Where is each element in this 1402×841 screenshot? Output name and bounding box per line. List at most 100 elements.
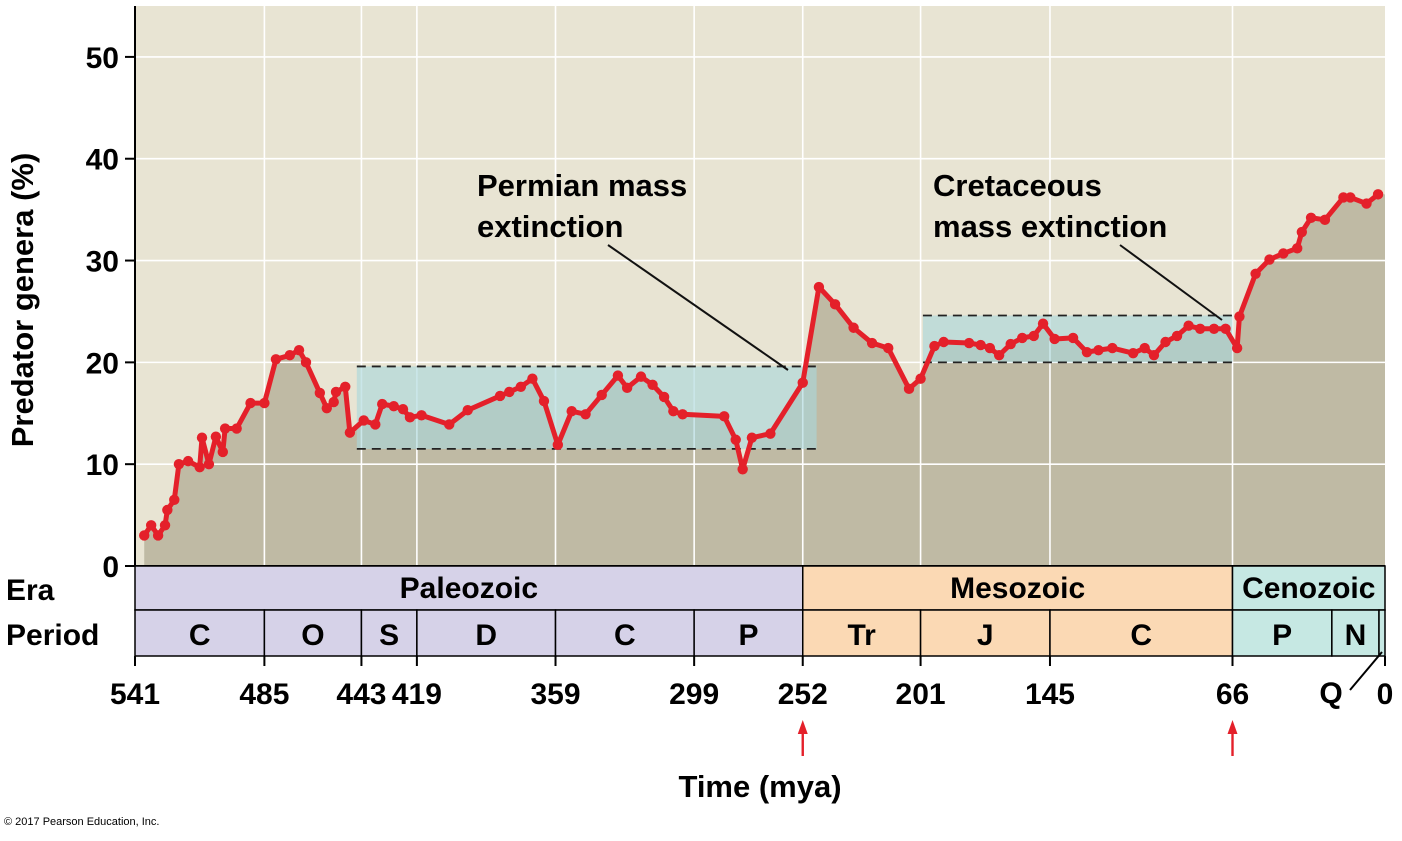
data-point-82 (1148, 350, 1160, 361)
data-point-81 (1139, 342, 1150, 354)
y-tick-label-2: 20 (86, 347, 119, 380)
period-box-3 (416, 609, 557, 657)
data-point-100 (1361, 198, 1372, 209)
data-point-88 (1220, 323, 1231, 334)
timescale-layer: Paleozoic Mesozoic Cenozoic C O S D C P Tr J C P N 541… (110, 565, 1393, 756)
era-label-1: Mesozoic (950, 572, 1085, 605)
data-point-4 (162, 504, 173, 516)
data-point-87 (1208, 323, 1220, 334)
data-point-28 (370, 419, 381, 430)
data-point-10 (203, 458, 215, 470)
y-tick-label-4: 40 (86, 144, 119, 177)
data-point-24 (330, 386, 342, 398)
data-point-11 (210, 431, 222, 442)
annotation-1-line-1: Cretaceous (933, 168, 1102, 203)
data-point-20 (300, 357, 312, 368)
data-point-0 (139, 530, 150, 541)
data-point-77 (1081, 346, 1093, 358)
data-point-34 (444, 419, 455, 430)
data-point-63 (903, 383, 915, 395)
data-point-12 (217, 446, 229, 458)
period-box-9 (1231, 609, 1333, 657)
period-label-0: C (189, 619, 211, 652)
era-label-2: Cenozoic (1242, 572, 1375, 605)
data-point-6 (173, 458, 185, 470)
data-point-38 (515, 381, 527, 392)
data-point-62 (883, 342, 894, 354)
data-point-76 (1067, 332, 1079, 344)
annotation-0-line-2: extinction (477, 209, 623, 244)
period-label-6: Tr (847, 619, 876, 652)
data-point-22 (321, 402, 332, 414)
y-axis-title: Predator genera (%) (5, 153, 40, 448)
x-tick-label-3: 419 (392, 678, 442, 711)
x-tick-label-2: 443 (336, 678, 386, 711)
x-tick-label-5: 299 (669, 678, 719, 711)
area-fill (144, 194, 1385, 566)
data-point-101 (1372, 189, 1384, 200)
data-point-1 (145, 520, 157, 531)
data-point-33 (416, 410, 427, 421)
data-point-43 (580, 409, 591, 420)
data-point-27 (358, 415, 369, 426)
period-label-10: N (1345, 619, 1367, 652)
data-point-69 (984, 342, 996, 354)
quaternary-leader (1349, 651, 1383, 691)
data-point-85 (1183, 320, 1194, 331)
data-point-74 (1037, 318, 1049, 329)
period-label-7: J (977, 619, 994, 652)
data-point-86 (1194, 323, 1206, 334)
extinction-arrow-head-1 (1227, 720, 1238, 734)
annotation-1-leader (1119, 244, 1223, 321)
data-point-57 (797, 377, 808, 388)
data-point-96 (1305, 212, 1317, 223)
data-point-5 (169, 494, 180, 506)
data-point-3 (159, 520, 171, 531)
data-point-68 (975, 339, 986, 351)
data-point-31 (397, 404, 409, 415)
data-point-71 (1005, 338, 1016, 350)
x-tick-label-1: 485 (239, 678, 289, 711)
data-point-30 (388, 400, 399, 412)
period-label-1: O (301, 619, 324, 652)
data-point-66 (938, 336, 949, 348)
data-point-80 (1127, 348, 1139, 359)
data-point-44 (596, 389, 607, 401)
data-point-16 (259, 397, 270, 409)
x-axis-title: Time (mya) (678, 769, 841, 804)
data-point-64 (915, 373, 926, 384)
data-point-70 (993, 350, 1005, 361)
data-point-51 (677, 409, 688, 420)
period-box-10 (1331, 609, 1380, 657)
data-point-25 (340, 381, 351, 392)
quaternary-label: Q (1319, 677, 1342, 710)
period-box-1 (263, 609, 363, 657)
area-layer (144, 194, 1385, 566)
data-point-47 (635, 371, 647, 382)
period-label-8: C (1130, 619, 1152, 652)
shaded-band-0 (356, 366, 817, 449)
period-box-11 (1378, 609, 1386, 657)
data-point-90 (1234, 311, 1245, 322)
data-point-14 (231, 423, 242, 434)
data-point-99 (1345, 192, 1356, 203)
y-tick-label-1: 10 (86, 449, 119, 482)
data-point-94 (1291, 243, 1303, 254)
data-point-95 (1296, 226, 1308, 238)
annotation-0-line-1: Permian mass (477, 168, 687, 203)
data-point-8 (194, 462, 205, 473)
data-point-92 (1264, 254, 1275, 265)
period-row-label: Period (6, 619, 99, 652)
x-tick-label-9: 66 (1216, 678, 1249, 711)
x-tick-label-6: 252 (778, 678, 828, 711)
data-point-59 (829, 299, 841, 310)
era-row-label: Era (6, 574, 55, 607)
era-label-0: Paleozoic (400, 572, 538, 605)
y-tick-label-3: 30 (86, 246, 119, 279)
data-point-40 (538, 395, 550, 407)
data-point-26 (344, 427, 356, 438)
data-point-41 (552, 439, 564, 451)
data-point-35 (462, 405, 473, 416)
y-tick-label-5: 50 (86, 42, 119, 75)
